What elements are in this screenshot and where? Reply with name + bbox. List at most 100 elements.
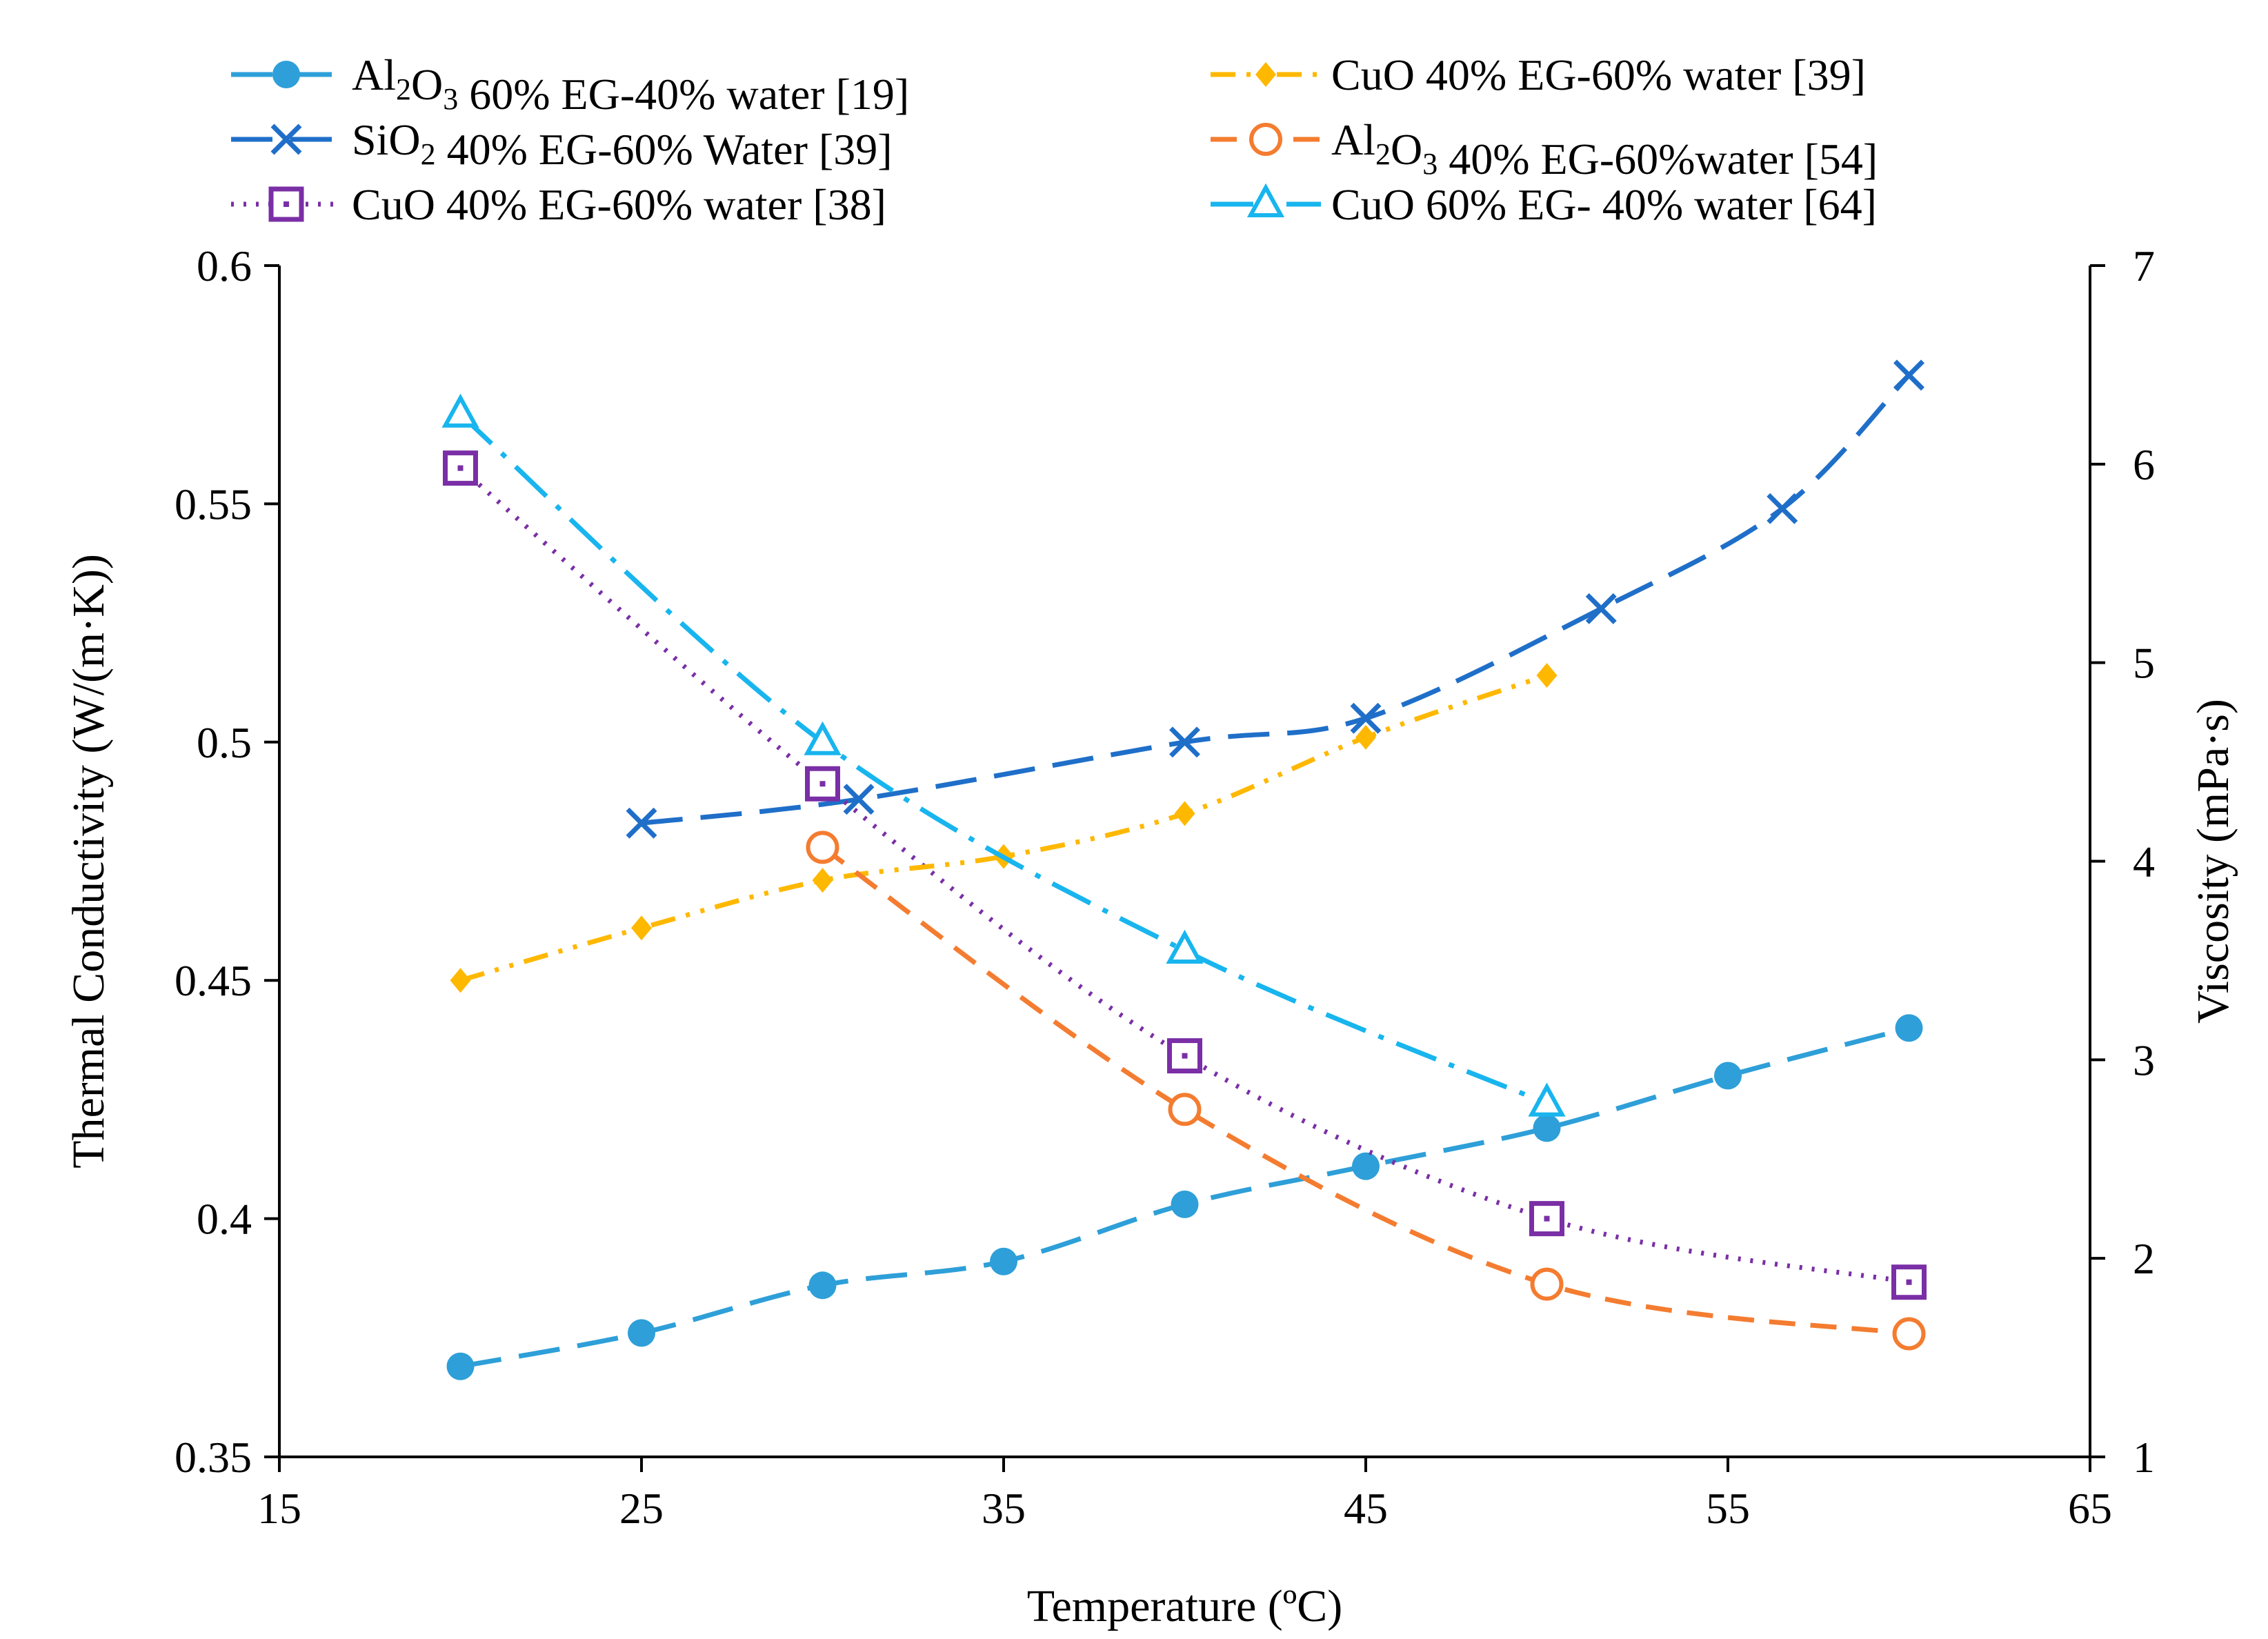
data-point: [1352, 1152, 1380, 1180]
marker-dot: [284, 201, 289, 207]
data-point: [1767, 493, 1798, 524]
marker-shape: [628, 1319, 655, 1347]
marker-shape: [1714, 1062, 1742, 1090]
data-point: [1585, 593, 1617, 624]
legend: Al2O3 60% EG-40% water [19]SiO2 40% EG-6…: [231, 50, 1878, 229]
marker-shape: [1528, 1082, 1566, 1117]
legend-label: CuO 40% EG-60% water [38]: [352, 180, 886, 229]
series-line: [641, 373, 1911, 826]
legend-item-al2o3-40eg: Al2O3 40% EG-60%water [54]: [1211, 115, 1878, 183]
legend-marker: [270, 123, 302, 155]
data-point: [804, 721, 842, 755]
y-tick-label: 0.6: [197, 241, 252, 290]
data-point: [443, 450, 478, 486]
legend-label-part: O: [411, 60, 443, 109]
data-point: [1895, 1014, 1923, 1042]
data-point: [990, 1247, 1017, 1275]
y-tick-label: 0.4: [197, 1195, 252, 1244]
series-al2o3-40eg: [806, 831, 1926, 1351]
series-sio2-40eg: [626, 359, 1924, 839]
legend-marker: [272, 61, 300, 88]
marker-shape: [1893, 359, 1924, 391]
y2-tick-label: 2: [2133, 1234, 2155, 1283]
x-tick-label: 25: [619, 1484, 664, 1533]
y2-tick-label: 7: [2133, 241, 2155, 290]
y2-tick-label: 6: [2133, 440, 2155, 489]
marker-shape: [1174, 801, 1195, 826]
legend-label-part: SiO: [352, 115, 421, 164]
marker-shape: [812, 868, 833, 893]
legend-label: SiO2 40% EG-60% Water [39]: [352, 115, 893, 174]
marker-shape: [1585, 593, 1617, 624]
y2-tick-label: 5: [2133, 639, 2155, 688]
legend-item-al2o3-60eg: Al2O3 60% EG-40% water [19]: [231, 50, 909, 119]
marker-shape: [1350, 702, 1382, 734]
data-point: [808, 1271, 837, 1300]
marker-shape: [1355, 724, 1376, 750]
series-line: [459, 673, 1548, 983]
marker-shape: [1767, 493, 1798, 524]
marker-shape: [1249, 123, 1282, 156]
legend-label-part: O: [1391, 125, 1422, 174]
x-axis-title: Temperature (ºC): [1027, 1581, 1342, 1631]
y2-tick-label: 3: [2133, 1035, 2155, 1084]
legend-label-part: 40% EG-60%water [54]: [1438, 135, 1878, 183]
data-point: [1892, 1317, 1926, 1351]
marker-shape: [1166, 929, 1204, 964]
marker-shape: [1352, 1152, 1380, 1180]
x-tick-label: 35: [982, 1484, 1026, 1533]
legend-label-part: Al: [352, 50, 396, 99]
data-point: [446, 1352, 475, 1380]
data-point: [1169, 726, 1200, 758]
marker-shape: [272, 61, 300, 88]
data-point: [1168, 1093, 1202, 1126]
data-point: [1530, 1267, 1564, 1301]
data-point: [843, 784, 875, 815]
legend-label-subscript: 3: [1422, 147, 1438, 181]
data-point: [1529, 1201, 1564, 1237]
legend-label: CuO 40% EG-60% water [39]: [1331, 50, 1866, 99]
series-line: [821, 845, 1909, 1337]
legend-label-subscript: 2: [421, 137, 436, 171]
data-point: [812, 868, 833, 893]
marker-shape: [1255, 62, 1276, 87]
data-point: [1355, 724, 1376, 750]
series-cuo-40eg-38: [443, 450, 1927, 1300]
data-point: [1350, 702, 1382, 734]
marker-dot: [457, 465, 464, 471]
legend-marker: [1255, 62, 1276, 87]
data-point: [628, 1319, 655, 1347]
legend-item-cuo-60eg: CuO 60% EG- 40% water [64]: [1211, 180, 1877, 229]
data-point: [450, 968, 471, 993]
legend-label-part: CuO 40% EG-60% water [38]: [352, 180, 886, 229]
data-point: [1167, 1038, 1202, 1074]
marker-dot: [1906, 1279, 1912, 1285]
marker-shape: [808, 1271, 837, 1300]
marker-shape: [626, 807, 657, 839]
marker-shape: [1892, 1317, 1926, 1351]
y-tick-label: 0.55: [175, 479, 252, 528]
data-point: [1528, 1082, 1566, 1117]
data-point: [1891, 1264, 1927, 1300]
x-tick-label: 45: [1344, 1484, 1388, 1533]
marker-shape: [1895, 1014, 1923, 1042]
marker-shape: [1171, 1190, 1199, 1218]
series-al2o3-60eg: [446, 1014, 1923, 1380]
marker-shape: [1246, 183, 1285, 217]
series-line: [459, 413, 1548, 1106]
y-tick-label: 0.35: [175, 1433, 252, 1482]
y2-axis-title: Viscosity (mPa·s): [2188, 699, 2238, 1024]
legend-label-part: 40% EG-60% Water [39]: [436, 125, 893, 174]
data-point: [1714, 1062, 1742, 1090]
marker-shape: [806, 831, 839, 864]
series-cuo-60eg: [441, 393, 1566, 1117]
marker-shape: [1536, 663, 1558, 688]
marker-shape: [270, 123, 302, 155]
marker-shape: [631, 915, 652, 941]
marker-dot: [819, 781, 826, 787]
legend-label: Al2O3 40% EG-60%water [54]: [1331, 115, 1878, 183]
data-point: [1893, 359, 1924, 391]
data-point: [1536, 663, 1558, 688]
marker-shape: [804, 721, 842, 755]
